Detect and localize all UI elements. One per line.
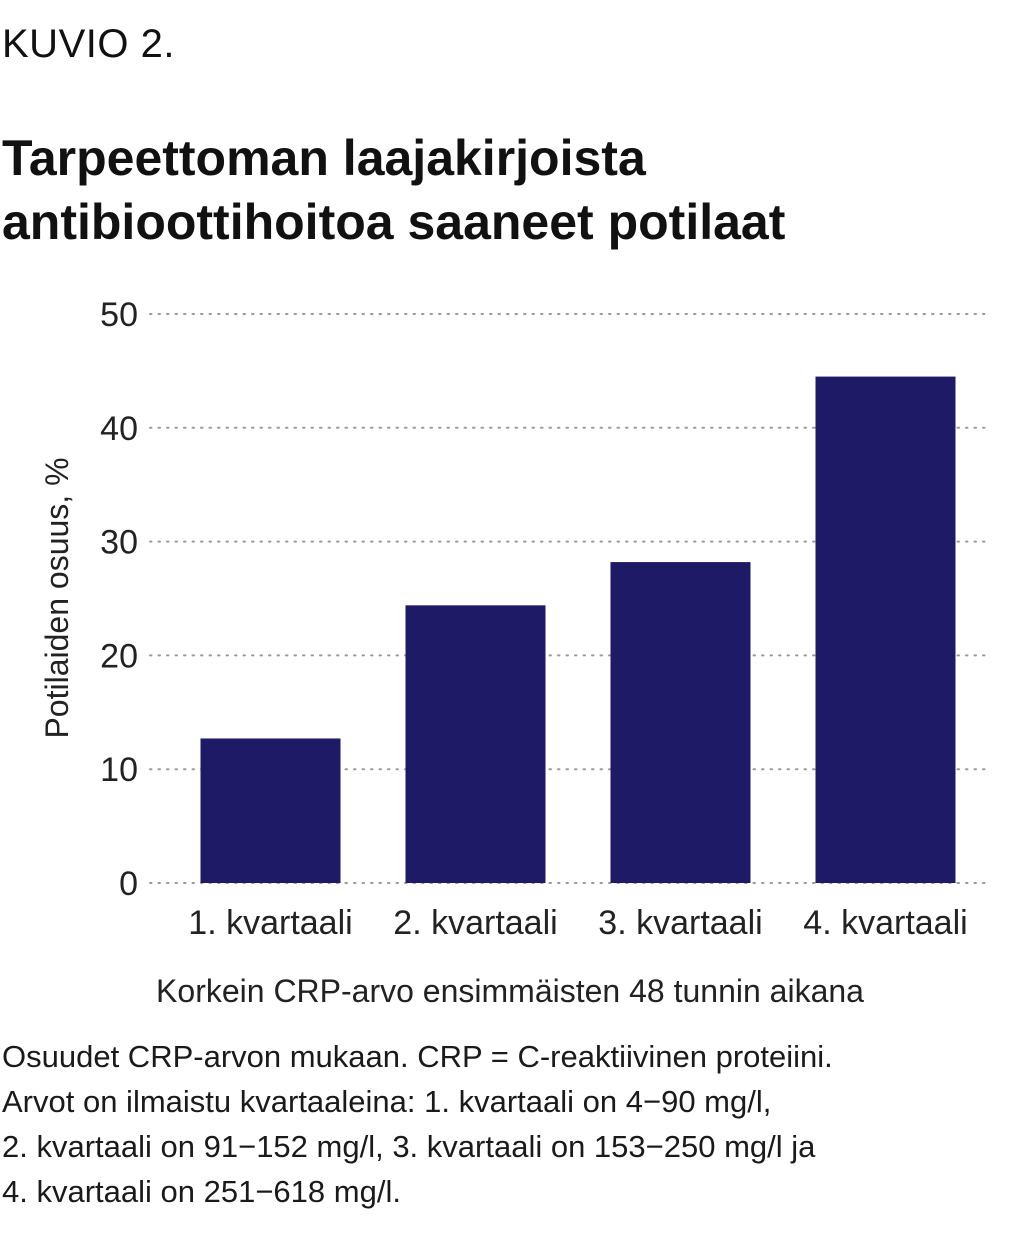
y-tick-label: 50 [100, 296, 138, 334]
chart-title: Tarpeettoman laajakirjoista antibioottih… [2, 126, 1012, 254]
x-axis-label: Korkein CRP-arvo ensimmäisten 48 tunnin … [156, 973, 864, 1009]
y-tick-label: 30 [100, 524, 138, 562]
footnote: Osuudet CRP-arvon mukaan. CRP = C-reakti… [2, 1034, 1017, 1214]
x-tick-label: 2. kvartaali [393, 904, 557, 942]
y-axis-ticks: 0 10 20 30 40 50 [100, 296, 138, 903]
figure-label: KUVIO 2. [2, 22, 175, 66]
bar [610, 562, 751, 883]
chart-title-line-2: antibioottihoitoa saaneet potilaat [2, 194, 786, 250]
bar-chart: 0 10 20 30 40 50 1. kvartaali 2. kvartaali 3. k… [39, 296, 991, 1009]
chart-title-line-1: Tarpeettoman laajakirjoista [2, 130, 646, 186]
bar [200, 738, 341, 883]
y-tick-label: 10 [100, 751, 138, 789]
y-tick-label: 40 [100, 410, 138, 448]
x-tick-label: 4. kvartaali [803, 904, 967, 942]
x-tick-label: 1. kvartaali [188, 904, 352, 942]
footnote-line-3: 2. kvartaali on 91−152 mg/l, 3. kvartaal… [2, 1129, 816, 1164]
footnote-line-4: 4. kvartaali on 251−618 mg/l. [2, 1174, 401, 1209]
x-axis-ticks: 1. kvartaali 2. kvartaali 3. kvartaali 4. k… [188, 904, 967, 942]
y-axis-label: Potilaiden osuus, % [39, 457, 75, 738]
y-tick-label: 20 [100, 637, 138, 675]
footnote-line-2: Arvot on ilmaistu kvartaaleina: 1. kvart… [2, 1084, 772, 1119]
bar [405, 605, 546, 883]
bar [815, 376, 956, 883]
x-tick-label: 3. kvartaali [598, 904, 762, 942]
y-tick-label: 0 [119, 865, 138, 903]
bars [200, 376, 956, 883]
footnote-line-1: Osuudet CRP-arvon mukaan. CRP = C-reakti… [2, 1039, 833, 1074]
